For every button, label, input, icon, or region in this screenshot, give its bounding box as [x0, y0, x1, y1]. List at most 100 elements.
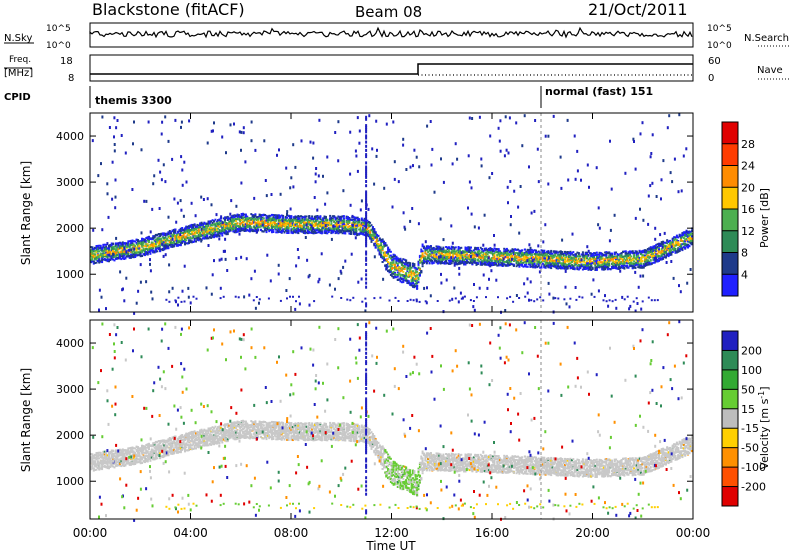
- power-cell: [377, 243, 380, 246]
- power-cell: [318, 229, 320, 232]
- power-cell: [167, 235, 170, 238]
- power-cell: [261, 216, 264, 219]
- power-cell: [207, 224, 210, 227]
- power-cell: [217, 224, 220, 227]
- power-cell: [186, 228, 189, 231]
- power-cell: [322, 220, 325, 223]
- power-cell: [156, 237, 159, 240]
- power-cell: [117, 251, 120, 254]
- power-cell: [380, 249, 383, 252]
- power-cell: [409, 283, 412, 286]
- power-cell: [297, 232, 300, 235]
- power-cell: [211, 228, 214, 231]
- power-cell: [253, 221, 256, 224]
- power-cell: [164, 232, 167, 235]
- power-cell: [315, 220, 318, 222]
- power-cell: [363, 221, 366, 224]
- power-cell: [287, 215, 290, 217]
- power-cell: [260, 223, 262, 226]
- power-cell: [286, 230, 289, 233]
- power-cell: [248, 229, 251, 232]
- power-cell: [359, 229, 362, 232]
- power-cell: [127, 240, 130, 243]
- power-cell: [192, 236, 195, 239]
- power-cell: [121, 247, 124, 250]
- power-cell: [130, 253, 133, 256]
- power-cell: [110, 244, 113, 247]
- power-cell: [143, 244, 146, 247]
- power-cell: [250, 213, 253, 216]
- power-cell: [367, 235, 370, 238]
- power-cell: [269, 221, 272, 224]
- power-cell: [286, 223, 289, 226]
- power-cell: [302, 223, 305, 226]
- power-cell: [244, 218, 247, 221]
- power-cell: [168, 230, 171, 232]
- power-cell: [207, 237, 210, 240]
- power-cell: [137, 251, 139, 254]
- power-cell: [353, 231, 356, 234]
- power-cell: [358, 232, 361, 235]
- power-cell: [200, 222, 203, 225]
- power-cell: [304, 223, 307, 226]
- power-cell: [265, 230, 268, 232]
- power-cell: [123, 242, 126, 245]
- power-cell: [142, 253, 145, 256]
- power-cell: [287, 222, 290, 225]
- power-cell: [160, 248, 163, 251]
- power-cell: [185, 230, 188, 233]
- power-cell: [385, 265, 388, 268]
- power-cell: [235, 226, 238, 228]
- power-cell: [371, 235, 374, 238]
- power-cell: [295, 224, 298, 227]
- power-cell: [391, 267, 394, 270]
- power-cell: [470, 246, 472, 249]
- power-cell: [124, 248, 127, 251]
- power-cell: [365, 228, 367, 231]
- power-cell: [90, 252, 92, 255]
- power-cell: [219, 225, 222, 228]
- power-cell: [490, 260, 493, 263]
- power-cell: [402, 261, 405, 264]
- power-cell: [355, 229, 358, 232]
- power-cell: [403, 276, 406, 278]
- power-cell: [208, 230, 211, 232]
- cpid-label: CPID: [4, 92, 31, 103]
- power-cell: [211, 235, 214, 238]
- power-cell: [254, 229, 257, 232]
- power-cell: [323, 223, 326, 226]
- power-cell: [231, 225, 233, 228]
- power-cell: [204, 227, 207, 230]
- power-cell: [109, 245, 112, 248]
- power-cell: [389, 268, 392, 271]
- power-cell: [257, 229, 260, 232]
- power-cell: [566, 267, 569, 270]
- power-cell: [300, 227, 302, 230]
- power-cell: [417, 281, 420, 284]
- power-cell: [148, 251, 150, 253]
- power-cell: [224, 228, 226, 231]
- power-cell: [300, 215, 302, 218]
- power-cell: [246, 226, 249, 228]
- power-cell: [326, 219, 329, 222]
- power-cell: [264, 214, 267, 216]
- power-cell: [106, 258, 109, 261]
- power-cell: [101, 256, 104, 259]
- power-cell: [98, 261, 101, 264]
- power-cell: [235, 220, 238, 223]
- power-cell: [376, 238, 378, 241]
- power-cell: [237, 217, 240, 220]
- power-cell: [374, 246, 377, 249]
- power-cell: [167, 239, 170, 242]
- power-cell: [402, 281, 405, 284]
- power-cell: [380, 255, 383, 258]
- power-cell: [284, 225, 287, 228]
- power-cell: [145, 253, 148, 256]
- power-cell: [277, 214, 280, 217]
- power-cell: [287, 218, 290, 221]
- power-cell: [336, 217, 338, 220]
- power-cell: [300, 219, 302, 222]
- power-cell: [293, 218, 296, 221]
- power-cell: [363, 234, 366, 237]
- power-cell: [421, 252, 424, 255]
